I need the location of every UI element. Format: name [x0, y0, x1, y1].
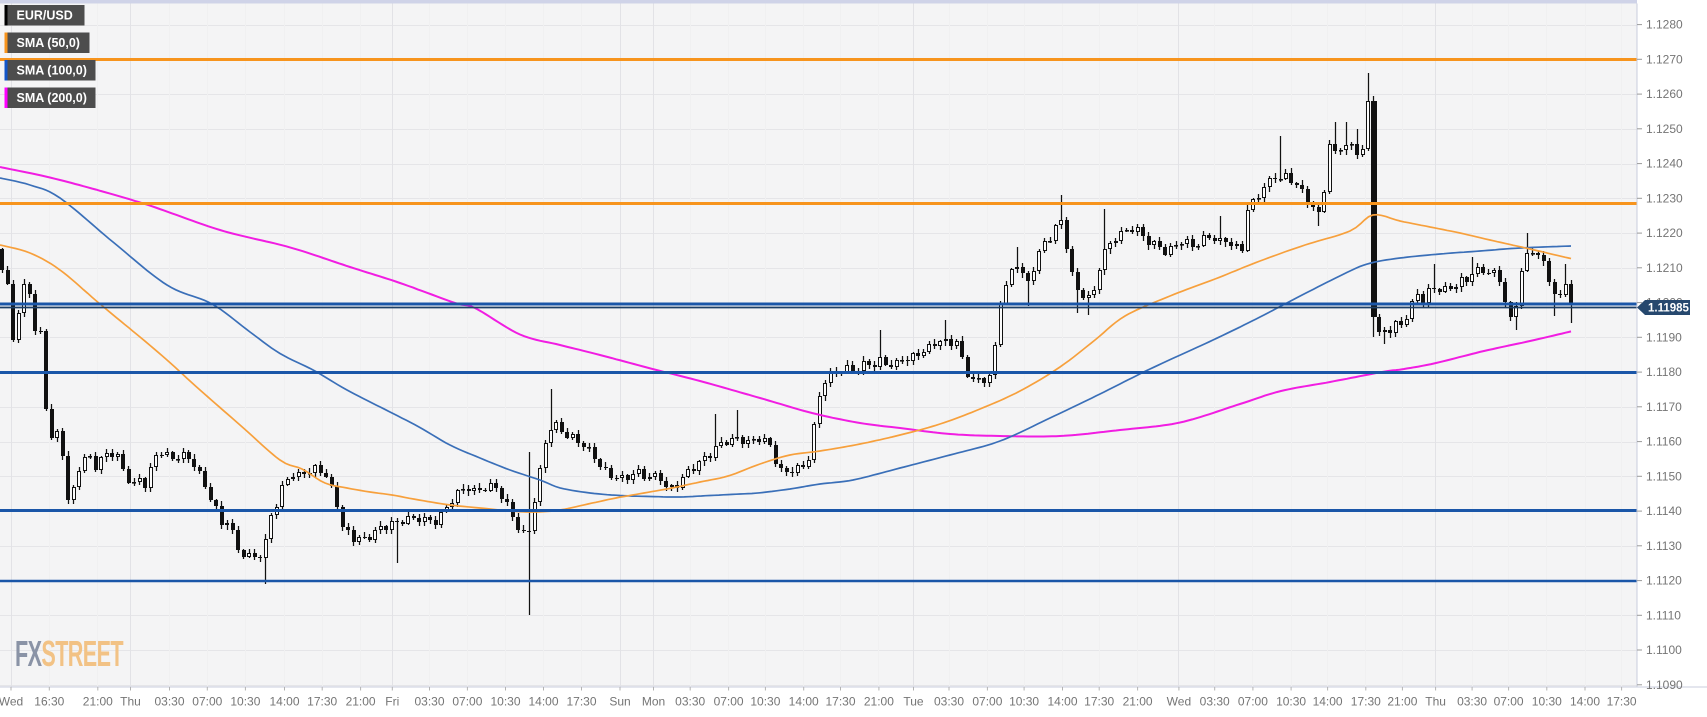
svg-text:07:00: 07:00	[972, 695, 1002, 709]
svg-text:SMA (100,0): SMA (100,0)	[17, 64, 87, 78]
svg-text:1.1230: 1.1230	[1646, 191, 1683, 205]
svg-text:03:30: 03:30	[1200, 695, 1230, 709]
svg-text:07:00: 07:00	[452, 695, 482, 709]
svg-text:1.1270: 1.1270	[1646, 52, 1683, 66]
svg-text:1.1140: 1.1140	[1646, 504, 1682, 518]
svg-text:1.1100: 1.1100	[1646, 643, 1682, 657]
svg-text:Wed: Wed	[1167, 695, 1191, 709]
svg-text:Fri: Fri	[385, 695, 399, 709]
svg-text:Thu: Thu	[120, 695, 141, 709]
svg-text:14:00: 14:00	[1047, 695, 1077, 709]
svg-text:21:00: 21:00	[1387, 695, 1417, 709]
svg-text:10:30: 10:30	[490, 695, 520, 709]
svg-text:14:00: 14:00	[789, 695, 819, 709]
svg-text:21:00: 21:00	[1123, 695, 1153, 709]
svg-text:Mon: Mon	[642, 695, 665, 709]
svg-text:1.1130: 1.1130	[1646, 539, 1682, 553]
svg-text:Wed: Wed	[0, 695, 23, 709]
svg-text:07:00: 07:00	[1238, 695, 1268, 709]
svg-text:Sun: Sun	[609, 695, 630, 709]
svg-text:21:00: 21:00	[83, 695, 113, 709]
svg-text:1.1110: 1.1110	[1646, 608, 1681, 622]
svg-text:Thu: Thu	[1425, 695, 1446, 709]
svg-text:10:30: 10:30	[230, 695, 260, 709]
svg-text:1.1170: 1.1170	[1646, 400, 1682, 414]
svg-text:17:30: 17:30	[307, 695, 337, 709]
svg-text:14:00: 14:00	[1570, 695, 1600, 709]
svg-text:03:30: 03:30	[1457, 695, 1487, 709]
svg-text:EUR/USD: EUR/USD	[17, 9, 73, 23]
svg-text:SMA (50,0): SMA (50,0)	[17, 36, 80, 50]
svg-text:17:30: 17:30	[1351, 695, 1381, 709]
svg-text:21:00: 21:00	[864, 695, 894, 709]
svg-text:1.1240: 1.1240	[1646, 157, 1683, 171]
svg-text:10:30: 10:30	[1009, 695, 1039, 709]
svg-text:1.1220: 1.1220	[1646, 226, 1683, 240]
svg-text:17:30: 17:30	[1084, 695, 1114, 709]
svg-text:1.1250: 1.1250	[1646, 122, 1683, 136]
svg-text:17:30: 17:30	[566, 695, 596, 709]
svg-text:14:00: 14:00	[528, 695, 558, 709]
svg-text:14:00: 14:00	[1313, 695, 1343, 709]
svg-text:17:30: 17:30	[825, 695, 855, 709]
svg-text:03:30: 03:30	[414, 695, 444, 709]
svg-text:FXSTREET: FXSTREET	[15, 634, 123, 674]
svg-text:03:30: 03:30	[154, 695, 184, 709]
svg-text:1.1090: 1.1090	[1646, 678, 1683, 692]
svg-text:1.1160: 1.1160	[1646, 435, 1682, 449]
svg-text:Tue: Tue	[903, 695, 924, 709]
svg-text:1.1150: 1.1150	[1646, 469, 1682, 483]
svg-text:1.11985: 1.11985	[1648, 303, 1690, 315]
svg-text:03:30: 03:30	[934, 695, 964, 709]
svg-text:07:00: 07:00	[1494, 695, 1524, 709]
svg-text:1.1280: 1.1280	[1646, 18, 1683, 32]
svg-text:07:00: 07:00	[192, 695, 222, 709]
svg-text:1.1190: 1.1190	[1646, 330, 1682, 344]
svg-text:1.1210: 1.1210	[1646, 261, 1683, 275]
svg-text:21:00: 21:00	[346, 695, 376, 709]
svg-text:07:00: 07:00	[714, 695, 744, 709]
svg-text:1.1120: 1.1120	[1646, 574, 1682, 588]
svg-text:1.1180: 1.1180	[1646, 365, 1682, 379]
svg-text:16:30: 16:30	[34, 695, 64, 709]
svg-text:SMA (200,0): SMA (200,0)	[17, 91, 87, 105]
svg-text:03:30: 03:30	[675, 695, 705, 709]
svg-text:1.1260: 1.1260	[1646, 87, 1683, 101]
svg-text:17:30: 17:30	[1607, 695, 1637, 709]
svg-text:10:30: 10:30	[1532, 695, 1562, 709]
svg-text:10:30: 10:30	[1276, 695, 1306, 709]
svg-text:14:00: 14:00	[269, 695, 299, 709]
svg-text:10:30: 10:30	[750, 695, 780, 709]
